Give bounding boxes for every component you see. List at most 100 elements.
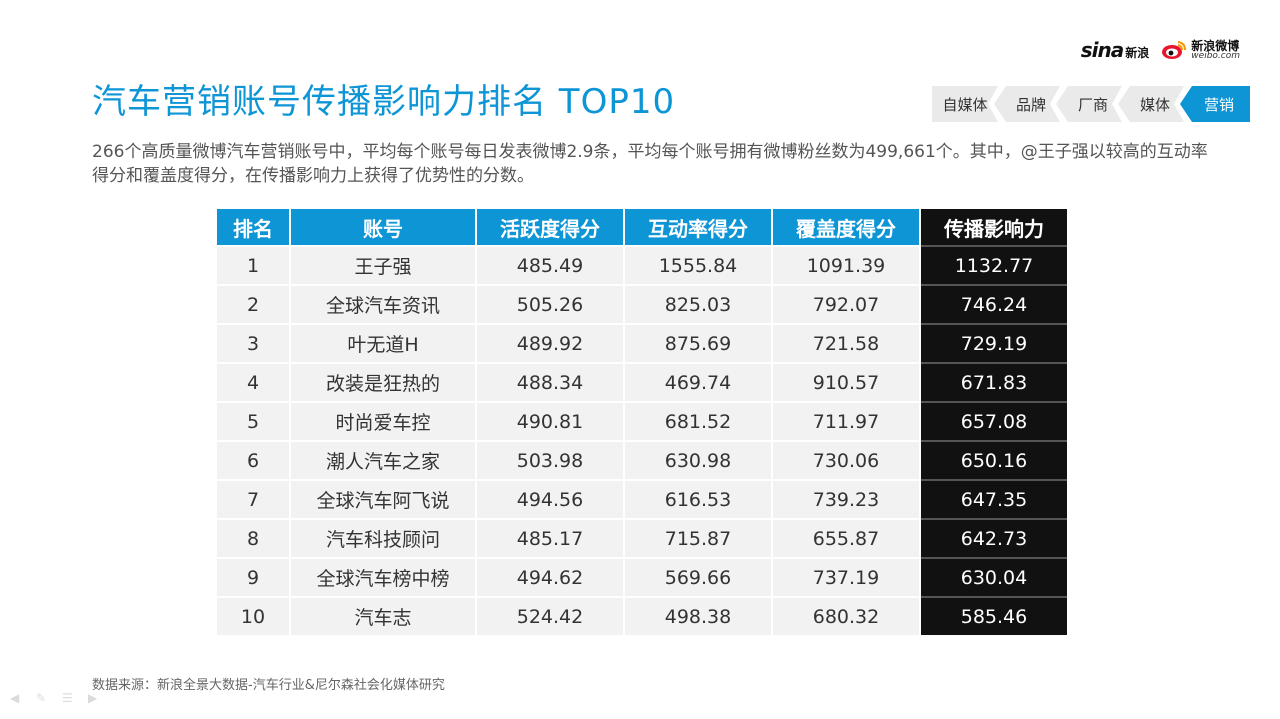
cell-coverage: 1091.39 xyxy=(772,245,921,285)
cell-rank: 7 xyxy=(217,479,291,519)
cell-activity: 494.56 xyxy=(476,479,625,519)
category-tabs: 自媒体 品牌 厂商 媒体 营销 xyxy=(932,86,1250,122)
cell-coverage: 792.07 xyxy=(772,284,921,324)
cell-activity: 488.34 xyxy=(476,362,625,402)
cell-interaction: 630.98 xyxy=(624,440,773,480)
table-row: 7 全球汽车阿飞说 494.56 616.53 739.23 647.35 xyxy=(217,479,1067,519)
cell-rank: 5 xyxy=(217,401,291,441)
weibo-logo: 新浪微博 weibo.com xyxy=(1161,40,1240,61)
brand-logos: sina 新浪 新浪微博 weibo.com xyxy=(1081,38,1240,62)
cell-account: 潮人汽车之家 xyxy=(290,440,477,480)
cell-account: 叶无道H xyxy=(290,323,477,363)
header-influence: 传播影响力 xyxy=(920,209,1067,246)
next-arrow-icon[interactable]: ▶ xyxy=(88,691,98,705)
cell-influence: 1132.77 xyxy=(920,245,1067,285)
weibo-logo-en: weibo.com xyxy=(1191,50,1240,61)
cell-influence: 671.83 xyxy=(920,362,1067,402)
cell-interaction: 825.03 xyxy=(624,284,773,324)
cell-rank: 4 xyxy=(217,362,291,402)
cell-influence: 650.16 xyxy=(920,440,1067,480)
cell-interaction: 681.52 xyxy=(624,401,773,441)
cell-account: 汽车志 xyxy=(290,596,477,635)
page-title: 汽车营销账号传播影响力排名 TOP10 xyxy=(92,82,676,122)
cell-interaction: 875.69 xyxy=(624,323,773,363)
cell-influence: 642.73 xyxy=(920,518,1067,558)
header-coverage: 覆盖度得分 xyxy=(772,209,921,246)
tab-manufacturer[interactable]: 厂商 xyxy=(1056,86,1122,122)
cell-rank: 9 xyxy=(217,557,291,597)
cell-rank: 10 xyxy=(217,596,291,635)
data-source-note: 数据来源：新浪全景大数据-汽车行业&尼尔森社会化媒体研究 xyxy=(92,678,445,693)
cell-activity: 524.42 xyxy=(476,596,625,635)
table-row: 10 汽车志 524.42 498.38 680.32 585.46 xyxy=(217,596,1067,635)
cell-activity: 490.81 xyxy=(476,401,625,441)
header-account: 账号 xyxy=(290,209,477,246)
cell-coverage: 737.19 xyxy=(772,557,921,597)
table-row: 6 潮人汽车之家 503.98 630.98 730.06 650.16 xyxy=(217,440,1067,480)
cell-account: 王子强 xyxy=(290,245,477,285)
header-rank: 排名 xyxy=(217,209,291,246)
cell-account: 全球汽车资讯 xyxy=(290,284,477,324)
cell-activity: 485.17 xyxy=(476,518,625,558)
cell-rank: 8 xyxy=(217,518,291,558)
cell-account: 全球汽车榜中榜 xyxy=(290,557,477,597)
tab-media[interactable]: 媒体 xyxy=(1118,86,1184,122)
cell-coverage: 680.32 xyxy=(772,596,921,635)
tab-brand[interactable]: 品牌 xyxy=(994,86,1060,122)
table-row: 5 时尚爱车控 490.81 681.52 711.97 657.08 xyxy=(217,401,1067,441)
table-row: 9 全球汽车榜中榜 494.62 569.66 737.19 630.04 xyxy=(217,557,1067,597)
cell-activity: 485.49 xyxy=(476,245,625,285)
cell-interaction: 616.53 xyxy=(624,479,773,519)
cell-interaction: 498.38 xyxy=(624,596,773,635)
cell-interaction: 1555.84 xyxy=(624,245,773,285)
slide-controls: ◀ ✎ ☰ ▶ xyxy=(10,692,102,704)
cell-account: 时尚爱车控 xyxy=(290,401,477,441)
cell-rank: 3 xyxy=(217,323,291,363)
cell-rank: 2 xyxy=(217,284,291,324)
tab-self-media[interactable]: 自媒体 xyxy=(932,86,998,122)
header-activity: 活跃度得分 xyxy=(476,209,625,246)
ranking-table: 排名 账号 活跃度得分 互动率得分 覆盖度得分 传播影响力 1 王子强 485.… xyxy=(217,209,1067,635)
sina-logo-cn: 新浪 xyxy=(1125,46,1150,60)
cell-account: 汽车科技顾问 xyxy=(290,518,477,558)
cell-influence: 729.19 xyxy=(920,323,1067,363)
sina-logo: sina 新浪 xyxy=(1081,38,1150,62)
weibo-eye-icon xyxy=(1162,41,1187,59)
cell-rank: 6 xyxy=(217,440,291,480)
cell-account: 全球汽车阿飞说 xyxy=(290,479,477,519)
intro-text: 266个高质量微博汽车营销账号中，平均每个账号每日发表微博2.9条，平均每个账号… xyxy=(92,142,1208,186)
prev-arrow-icon[interactable]: ◀ xyxy=(10,691,20,705)
menu-icon[interactable]: ☰ xyxy=(62,691,73,705)
cell-activity: 505.26 xyxy=(476,284,625,324)
weibo-logo-cn: 新浪微博 xyxy=(1191,38,1240,53)
table-row: 4 改装是狂热的 488.34 469.74 910.57 671.83 xyxy=(217,362,1067,402)
cell-coverage: 730.06 xyxy=(772,440,921,480)
table-row: 8 汽车科技顾问 485.17 715.87 655.87 642.73 xyxy=(217,518,1067,558)
cell-coverage: 655.87 xyxy=(772,518,921,558)
cell-influence: 630.04 xyxy=(920,557,1067,597)
cell-coverage: 721.58 xyxy=(772,323,921,363)
cell-interaction: 715.87 xyxy=(624,518,773,558)
cell-influence: 585.46 xyxy=(920,596,1067,635)
pen-icon[interactable]: ✎ xyxy=(36,691,47,705)
table-row: 2 全球汽车资讯 505.26 825.03 792.07 746.24 xyxy=(217,284,1067,324)
cell-activity: 494.62 xyxy=(476,557,625,597)
table-row: 3 叶无道H 489.92 875.69 721.58 729.19 xyxy=(217,323,1067,363)
table-header-row: 排名 账号 活跃度得分 互动率得分 覆盖度得分 传播影响力 xyxy=(217,209,1067,246)
sina-logo-text: sina xyxy=(1080,38,1124,62)
cell-interaction: 569.66 xyxy=(624,557,773,597)
cell-rank: 1 xyxy=(217,245,291,285)
cell-coverage: 711.97 xyxy=(772,401,921,441)
cell-interaction: 469.74 xyxy=(624,362,773,402)
table-row: 1 王子强 485.49 1555.84 1091.39 1132.77 xyxy=(217,245,1067,285)
cell-account: 改装是狂热的 xyxy=(290,362,477,402)
cell-activity: 503.98 xyxy=(476,440,625,480)
cell-influence: 746.24 xyxy=(920,284,1067,324)
tab-marketing[interactable]: 营销 xyxy=(1180,86,1250,122)
cell-influence: 647.35 xyxy=(920,479,1067,519)
cell-coverage: 739.23 xyxy=(772,479,921,519)
cell-influence: 657.08 xyxy=(920,401,1067,441)
cell-activity: 489.92 xyxy=(476,323,625,363)
cell-coverage: 910.57 xyxy=(772,362,921,402)
header-interaction: 互动率得分 xyxy=(624,209,773,246)
